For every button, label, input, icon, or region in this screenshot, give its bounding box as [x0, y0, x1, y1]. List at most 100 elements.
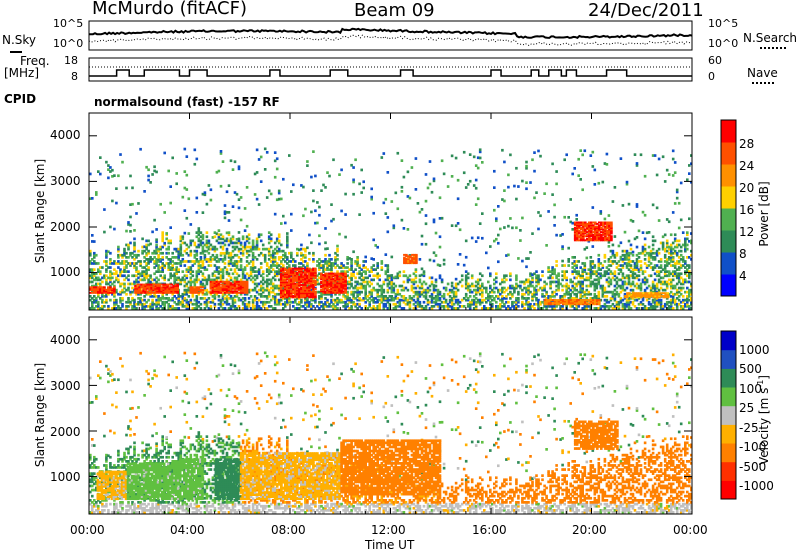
heatmap-cell [655, 305, 659, 308]
heatmap-cell [127, 247, 130, 251]
heatmap-cell [163, 276, 166, 280]
heatmap-cell [677, 272, 681, 276]
heatmap-cell [392, 297, 396, 300]
heatmap-cell [111, 292, 114, 296]
heatmap-cell [663, 272, 667, 276]
heatmap-cell [627, 264, 631, 267]
heatmap-cell [217, 290, 221, 293]
heatmap-cell [105, 292, 108, 296]
heatmap-cell [501, 288, 504, 292]
heatmap-cell [344, 235, 347, 239]
heatmap-cell [663, 288, 667, 292]
heatmap-cell [591, 280, 595, 284]
heatmap-cell [227, 274, 231, 278]
heatmap-cell [681, 258, 685, 261]
heatmap-cell [675, 188, 679, 192]
heatmap-cell [273, 272, 277, 276]
heatmap-cell [625, 302, 629, 306]
heatmap-cell [667, 251, 671, 255]
heatmap-cell [543, 288, 546, 292]
heatmap-cell [440, 305, 444, 308]
heatmap-cell [261, 295, 265, 298]
heatmap-cell [563, 158, 566, 162]
heatmap-cell [408, 302, 412, 306]
heatmap-cell [149, 260, 152, 263]
heatmap-cell [348, 268, 351, 271]
heatmap-cell [384, 253, 388, 256]
heatmap-cell [135, 278, 138, 282]
heatmap-cell [119, 153, 122, 156]
heatmap-cell [147, 260, 150, 263]
heatmap-cell [669, 272, 673, 276]
heatmap-cell [414, 280, 418, 284]
heatmap-cell [450, 305, 454, 308]
heatmap-cell [294, 285, 297, 288]
heatmap-cell [639, 153, 643, 157]
heatmap-cell [168, 291, 171, 294]
heatmap-cell [123, 266, 126, 269]
heatmap-cell [487, 295, 490, 298]
heatmap-cell [105, 290, 108, 293]
heatmap-cell [161, 251, 164, 255]
heatmap-cell [298, 297, 301, 300]
heatmap-cell [352, 302, 355, 306]
heatmap-cell [360, 290, 363, 294]
heatmap-cell [386, 274, 390, 278]
heatmap-cell [478, 288, 482, 292]
heatmap-cell [454, 282, 458, 286]
heatmap-cell [292, 295, 295, 297]
heatmap-cell [176, 291, 179, 294]
heatmap-cell [156, 283, 159, 286]
heatmap-cell [380, 262, 384, 265]
heatmap-cell [292, 264, 295, 267]
heatmap-cell [601, 286, 605, 290]
heatmap-cell [302, 214, 305, 218]
heatmap-cell [390, 284, 394, 288]
heatmap-cell [171, 307, 174, 310]
heatmap-cell [215, 280, 219, 283]
heatmap-cell [251, 266, 255, 269]
heatmap-cell [115, 300, 118, 304]
heatmap-cell [231, 205, 235, 208]
heatmap-cell [191, 291, 195, 294]
heatmap-cell [553, 307, 556, 310]
heatmap-cell [591, 266, 595, 269]
heatmap-cell [103, 295, 106, 298]
heatmap-cell [113, 272, 116, 276]
heatmap-cell [176, 289, 179, 291]
heatmap-cell [99, 289, 102, 291]
heatmap-cell [195, 289, 199, 291]
heatmap-cell [398, 270, 402, 274]
heatmap-cell [466, 288, 470, 292]
heatmap-cell [253, 270, 257, 273]
heatmap-cell [95, 300, 98, 304]
heatmap-cell [356, 282, 359, 286]
heatmap-cell [478, 284, 482, 288]
heatmap-cell [537, 276, 540, 280]
heatmap-cell [221, 237, 225, 241]
heatmap-cell [481, 161, 484, 164]
heatmap-cell [525, 278, 528, 282]
heatmap-cell [537, 300, 540, 304]
heatmap-cell [549, 295, 552, 298]
heatmap-cell [151, 230, 154, 234]
heatmap-cell [286, 289, 289, 292]
heatmap-cell [97, 170, 100, 173]
heatmap-cell [153, 292, 156, 296]
heatmap-cell [531, 276, 534, 280]
heatmap-cell [177, 247, 180, 251]
heatmap-cell [310, 298, 313, 302]
heatmap-cell [153, 256, 156, 259]
heatmap-cell [233, 291, 237, 294]
heatmap-cell [643, 307, 647, 310]
heatmap-cell [251, 258, 255, 261]
heatmap-cell [181, 302, 185, 306]
heatmap-cell [243, 298, 247, 302]
heatmap-cell [653, 266, 657, 269]
heatmap-cell [509, 307, 512, 310]
heatmap-cell [139, 262, 142, 265]
heatmap-cell [392, 276, 396, 280]
heatmap-cell [350, 292, 353, 296]
heatmap-cell [91, 286, 94, 289]
heatmap-cell [221, 247, 225, 251]
